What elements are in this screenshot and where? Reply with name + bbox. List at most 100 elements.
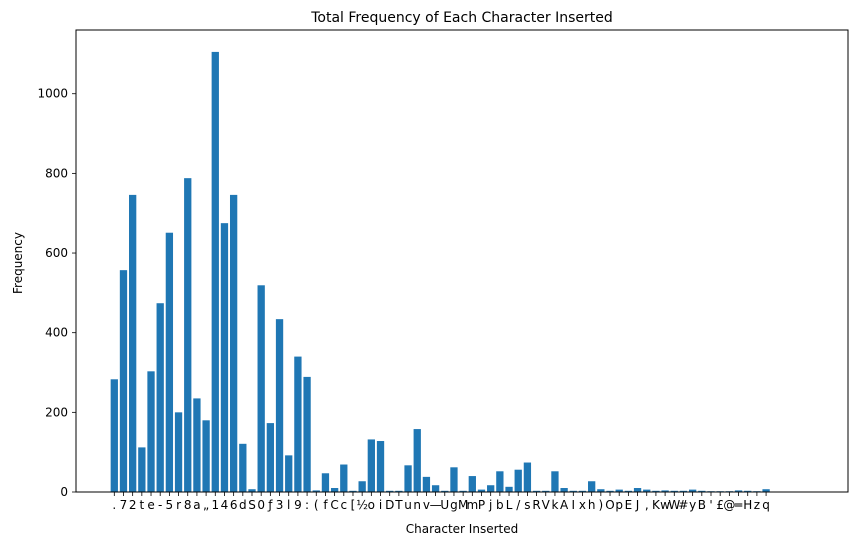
bar-13	[229, 194, 238, 492]
x-tick-label-71: q	[762, 498, 770, 512]
x-tick-label-8: 8	[184, 498, 192, 512]
bar-22	[312, 490, 320, 492]
x-tick-label-22: (	[314, 498, 319, 512]
x-tick-label-3: t	[139, 498, 144, 512]
x-tick-label-68: ═	[734, 498, 743, 512]
x-tick-label-2: 2	[129, 498, 137, 512]
x-tick-label-5: -	[158, 498, 162, 512]
x-tick-label-67: @	[723, 498, 735, 512]
x-tick-label-15: S	[248, 498, 256, 512]
bar-38	[459, 490, 467, 492]
bar-68	[734, 490, 743, 492]
bar-14	[239, 443, 247, 492]
x-tick-label-69: H	[743, 498, 752, 512]
x-tick-label-48: k	[551, 498, 558, 512]
bar-57	[633, 488, 642, 492]
bar-61	[670, 490, 678, 492]
x-tick-label-55: p	[615, 498, 623, 512]
bar-59	[652, 490, 660, 492]
x-tick-label-36: U	[440, 498, 449, 512]
plot-frame	[75, 29, 849, 493]
bar-34	[422, 476, 431, 492]
bar-48	[551, 471, 559, 492]
x-tick-label-4: e	[147, 498, 154, 512]
bar-41	[487, 485, 495, 492]
x-tick-label-18: 3	[276, 498, 284, 512]
bar-45	[523, 462, 532, 492]
x-tick-label-6: 5	[166, 498, 174, 512]
x-tick-label-41: j	[488, 498, 492, 512]
bar-55	[615, 489, 623, 492]
x-tick-label-58: ,	[645, 498, 649, 512]
x-tick-label-47: V	[542, 498, 551, 512]
bar-12	[220, 223, 229, 492]
x-tick-label-66: £	[716, 498, 724, 512]
bar-8	[184, 178, 192, 492]
x-tick-label-24: C	[330, 498, 338, 512]
bar-43	[505, 486, 513, 492]
bar-25	[340, 464, 348, 492]
bar-21	[303, 376, 311, 492]
x-tick-label-60: w	[660, 498, 670, 512]
x-tick-label-33: n	[413, 498, 421, 512]
x-axis-label: Character Inserted	[406, 522, 518, 536]
bar-36	[441, 490, 449, 492]
x-tick-label-27: ½	[356, 498, 368, 512]
bar-17	[266, 423, 275, 492]
bar-52	[588, 481, 596, 492]
bar-26	[349, 490, 357, 492]
x-tick-label-45: s	[524, 498, 530, 512]
bar-63	[688, 489, 697, 492]
x-tick-label-34: v	[423, 498, 430, 512]
x-tick-label-28: o	[368, 498, 375, 512]
y-axis: 0 200 400 600 800 1000	[37, 87, 76, 499]
x-tick-label-35: —	[430, 498, 442, 512]
bar-4	[147, 371, 155, 492]
bar-42	[496, 471, 504, 492]
bar-3	[138, 447, 146, 492]
x-tick-label-61: W	[668, 498, 680, 512]
x-tick-label-23: f	[323, 498, 328, 512]
x-tick-label-37: g	[450, 498, 458, 512]
bar-64	[698, 490, 706, 492]
bar-31	[395, 490, 403, 492]
bar-28	[367, 439, 375, 492]
bar-37	[450, 467, 458, 492]
x-tick-label-17: ƒ	[267, 498, 273, 512]
bar-33	[413, 429, 421, 492]
bar-69	[744, 490, 752, 492]
x-tick-label-26: [	[351, 498, 356, 512]
y-tick-label-5: 1000	[37, 87, 68, 101]
x-tick-label-64: B	[698, 498, 706, 512]
bar-27	[358, 481, 366, 492]
x-tick-label-32: u	[404, 498, 412, 512]
x-tick-label-10: „	[203, 498, 209, 512]
x-tick-label-29: i	[379, 498, 382, 512]
bar-29	[376, 441, 385, 492]
bar-32	[404, 465, 412, 492]
bar-0	[110, 379, 118, 492]
x-tick-label-59: K	[652, 498, 661, 512]
bar-49	[560, 488, 568, 492]
x-tick-label-30: D	[385, 498, 394, 512]
bar-53	[597, 489, 605, 492]
x-tick-label-1: 7	[120, 498, 128, 512]
x-tick-label-11: 1	[211, 498, 219, 512]
x-tick-label-14: d	[239, 498, 247, 512]
bar-62	[679, 490, 688, 492]
bar-1	[119, 270, 128, 492]
bar-5	[156, 303, 164, 492]
x-tick-label-19: l	[287, 498, 290, 512]
x-tick-label-65: '	[709, 498, 712, 512]
bar-15	[248, 489, 256, 492]
bar-9	[193, 398, 201, 492]
y-tick-label-4: 800	[45, 166, 68, 180]
bar-39	[468, 476, 476, 492]
bar-51	[578, 490, 587, 492]
bar-54	[606, 490, 614, 492]
bar-11	[211, 51, 219, 492]
x-tick-label-63: y	[689, 498, 696, 512]
x-tick-label-51: x	[579, 498, 586, 512]
